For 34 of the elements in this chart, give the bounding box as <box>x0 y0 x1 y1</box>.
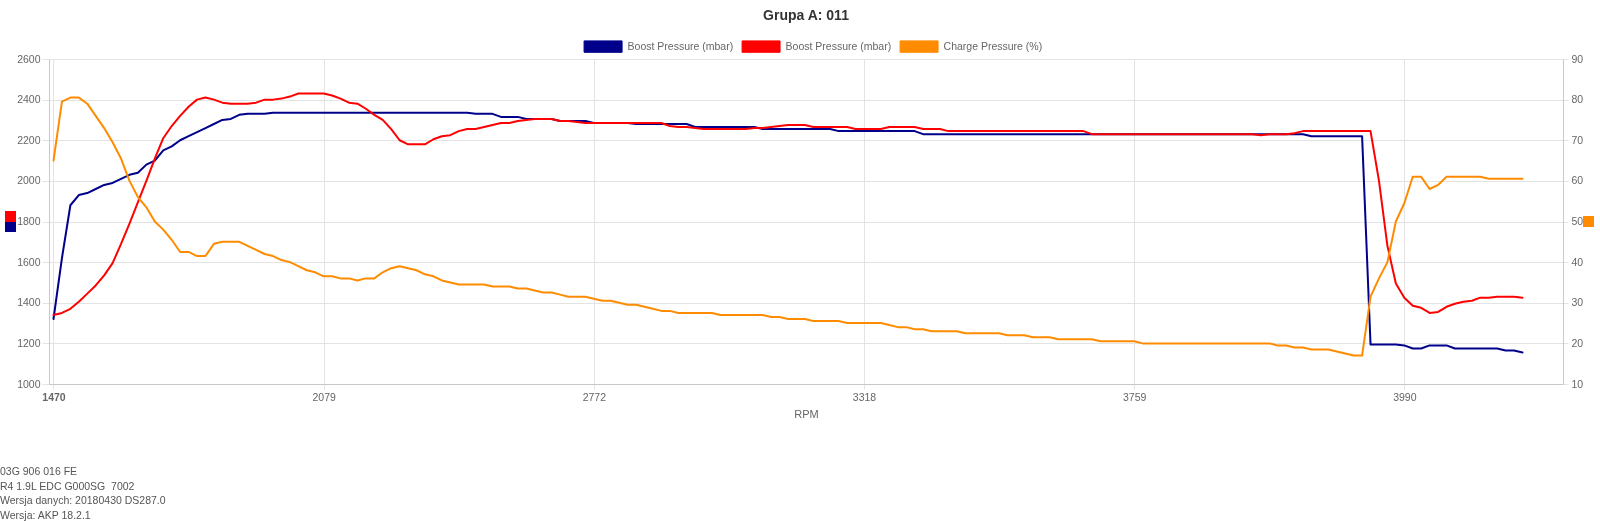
x-tick-label: 3318 <box>852 390 877 403</box>
y2-tick-label: 40 <box>1571 255 1584 268</box>
y-tick-label: 1600 <box>17 255 41 268</box>
y-tick-label: 2200 <box>17 133 41 146</box>
legend-label: Boost Pressure (mbar) <box>785 39 892 52</box>
x-tick-label: 2079 <box>312 390 336 403</box>
chart-title: Grupa A: 011 <box>763 6 850 23</box>
legend-label: Charge Pressure (%) <box>943 39 1043 52</box>
text: Wersja: AKP 18.2.1 <box>0 507 92 521</box>
x-tick-label: 3990 <box>1393 390 1417 403</box>
y-tick-label: 2000 <box>17 174 41 187</box>
y2-tick-label: 10 <box>1571 377 1584 390</box>
y2-tick-label: 60 <box>1571 174 1584 187</box>
text: Wersja danych: 20180430 DS287.0 <box>0 493 166 508</box>
y2-tick-label: 30 <box>1571 296 1584 309</box>
y-tick-label: 1200 <box>17 336 41 349</box>
x-axis-title: RPM <box>794 408 819 420</box>
y-tick-label: 2600 <box>17 52 41 65</box>
y2-tick-label: 80 <box>1571 93 1584 106</box>
y2-tick-label: 20 <box>1571 336 1584 349</box>
legend-label: Boost Pressure (mbar) <box>627 39 734 52</box>
y2-tick-label: 70 <box>1571 133 1584 146</box>
x-tick-label: 2772 <box>582 390 607 403</box>
line-series <box>52 92 1524 316</box>
text: 03G 906 016 FE <box>0 464 79 479</box>
y-tick-label: 1000 <box>17 377 41 390</box>
y-tick-label: 2400 <box>17 93 41 106</box>
text: R4 1.9L EDC G000SG 7002 <box>0 478 136 493</box>
y2-tick-label: 50 <box>1571 215 1584 227</box>
y-tick-label: 1800 <box>17 215 41 227</box>
y-tick-label: 1400 <box>17 296 41 309</box>
y2-tick-label: 90 <box>1571 52 1584 65</box>
x-tick-label: 3759 <box>1122 390 1147 403</box>
x-tick-label: 1470 <box>42 390 66 403</box>
